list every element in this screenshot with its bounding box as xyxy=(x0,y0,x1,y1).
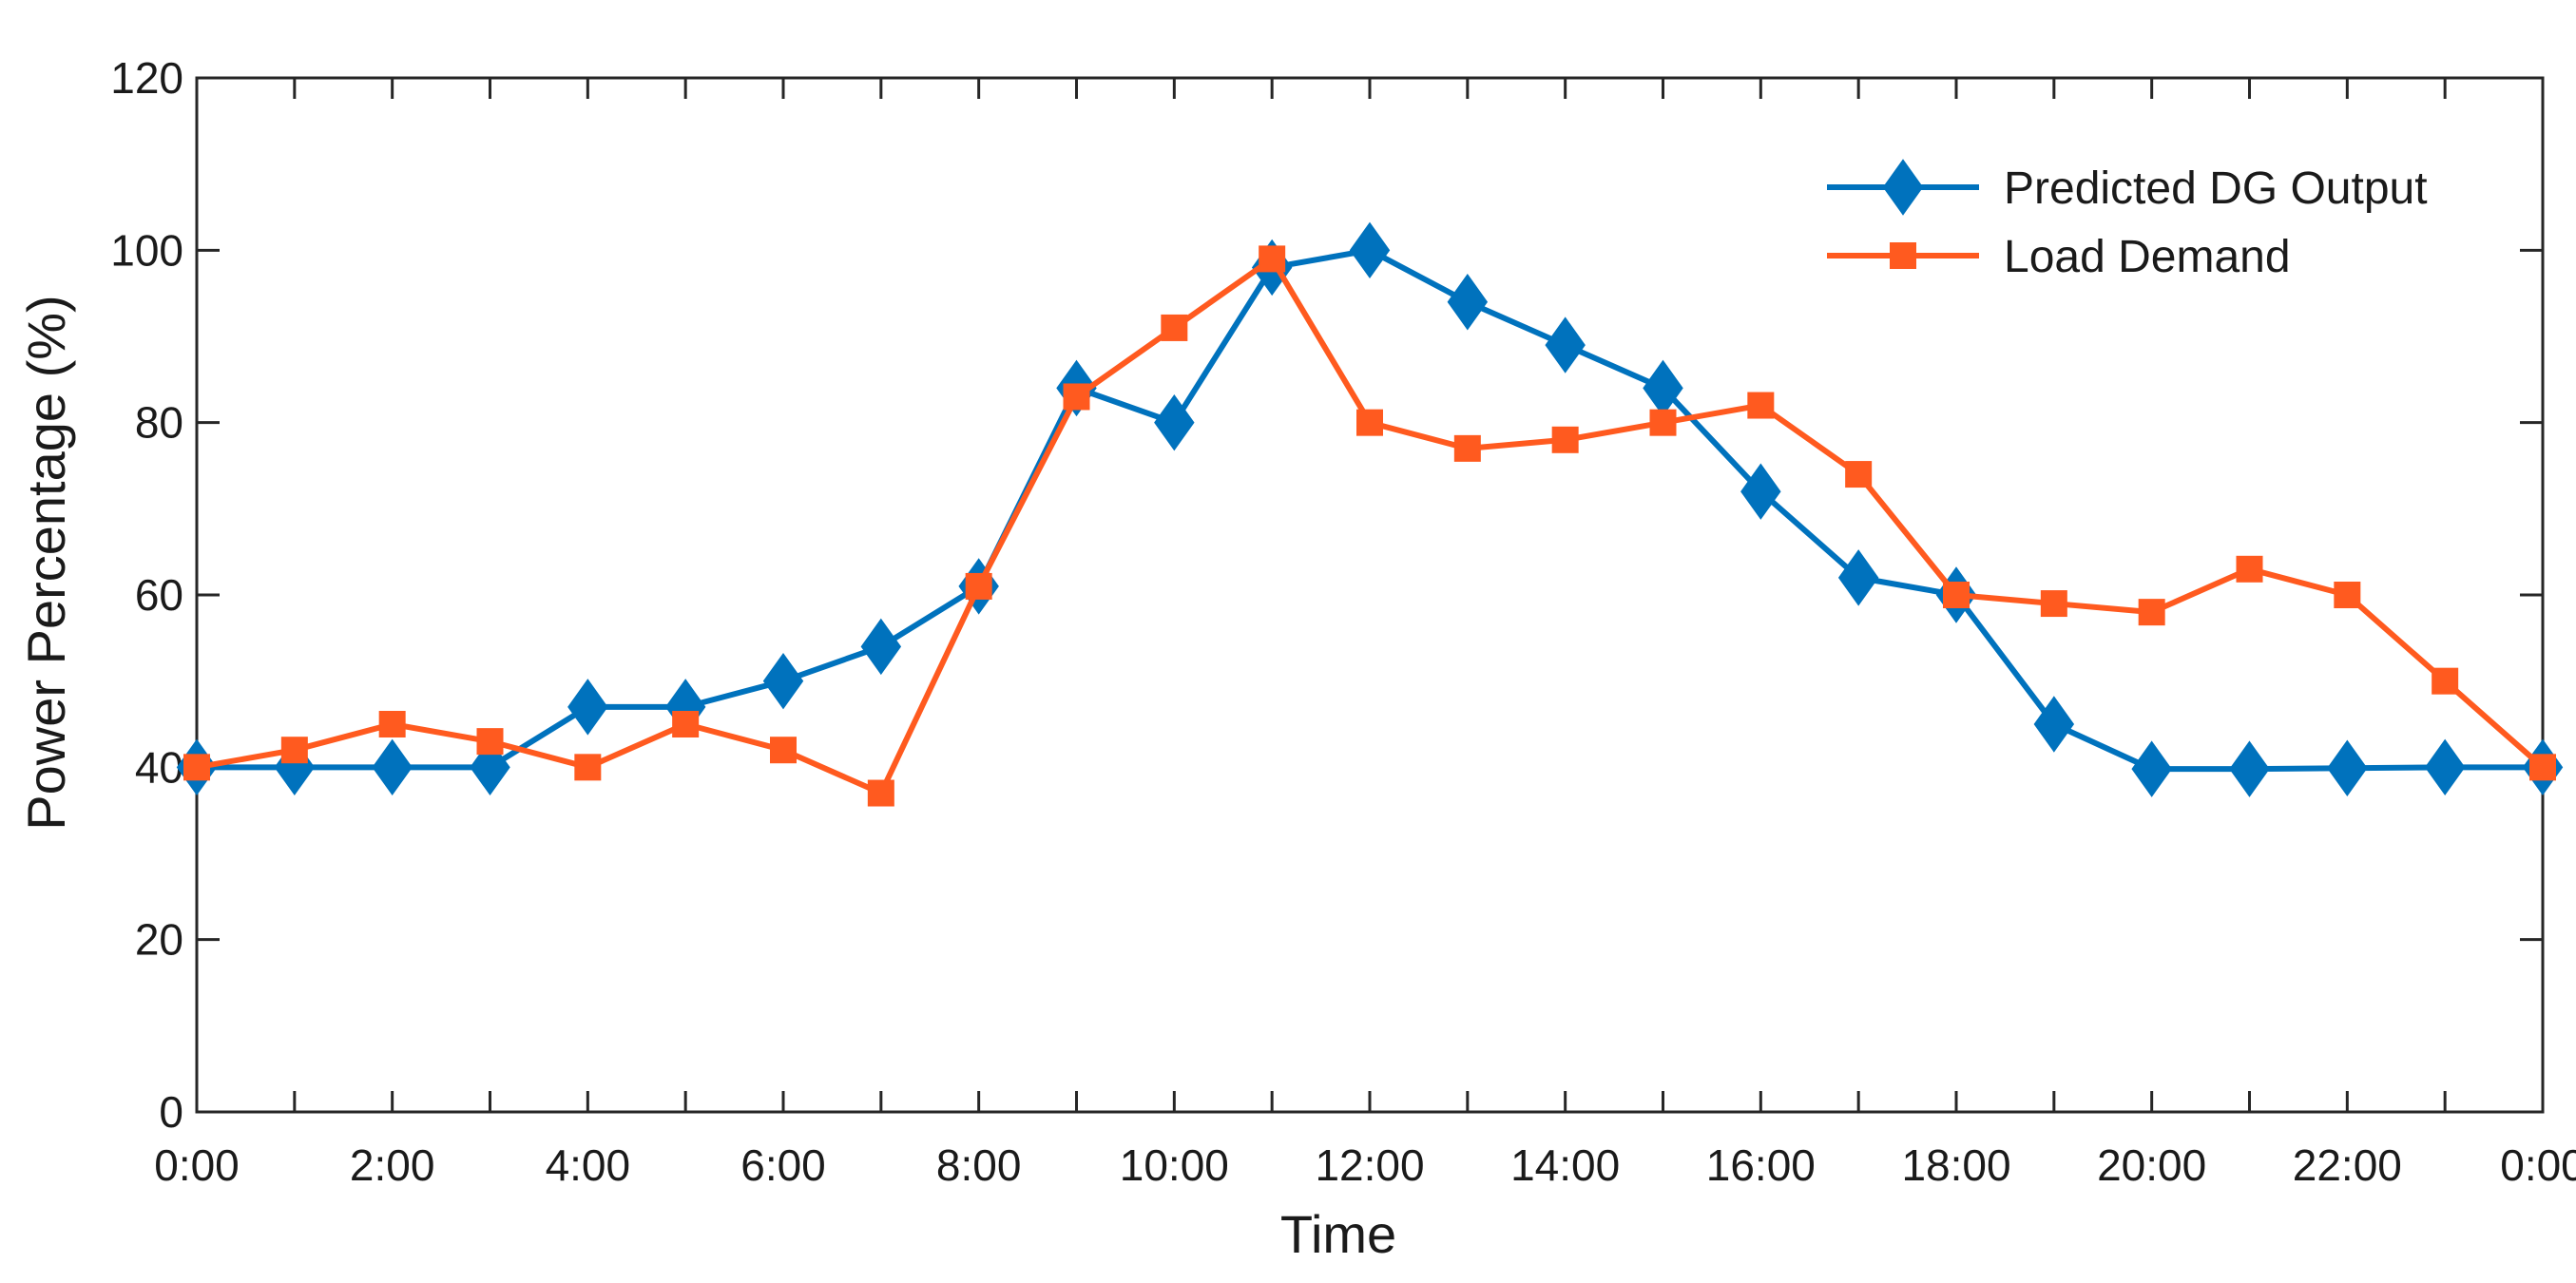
y-axis-ticks: 0 20 40 60 80 100 120 xyxy=(110,53,2543,1137)
data-point xyxy=(2334,582,2361,608)
data-point xyxy=(867,779,894,807)
y-tick-label: 60 xyxy=(135,570,183,620)
data-point xyxy=(183,754,210,781)
series-line xyxy=(196,256,2545,796)
data-point xyxy=(770,737,797,764)
y-tick-label: 40 xyxy=(135,742,183,792)
data-point xyxy=(1551,426,1579,453)
data-point xyxy=(2327,739,2368,796)
y-tick-label: 120 xyxy=(110,53,183,103)
x-tick-label: 20:00 xyxy=(2097,1140,2206,1190)
data-point xyxy=(574,754,602,781)
data-point xyxy=(1447,274,1489,331)
data-point xyxy=(2432,667,2459,695)
series-0 xyxy=(176,221,2564,797)
data-point xyxy=(2138,599,2165,626)
x-tick-label: 2:00 xyxy=(350,1140,435,1190)
data-point xyxy=(1545,316,1586,373)
x-tick-label: 22:00 xyxy=(2293,1140,2402,1190)
data-point xyxy=(762,652,804,710)
data-point xyxy=(1845,461,1873,488)
x-axis-ticks: 0:00 2:00 4:00 6:00 8:00 10:00 12:00 14:00 16:00… xyxy=(154,78,2576,1190)
legend-marker xyxy=(1890,242,1916,269)
data-point xyxy=(860,618,902,676)
data-point xyxy=(1453,434,1481,462)
data-point xyxy=(1349,221,1391,279)
data-point xyxy=(372,738,413,796)
x-tick-label: 18:00 xyxy=(1901,1140,2010,1190)
x-tick-label: 6:00 xyxy=(740,1140,826,1190)
x-tick-label: 0:00 xyxy=(154,1140,240,1190)
y-tick-label: 80 xyxy=(135,398,183,448)
data-point xyxy=(2033,696,2075,753)
data-point xyxy=(1259,245,1286,273)
data-point xyxy=(672,711,700,737)
series-line xyxy=(197,247,2543,773)
data-point xyxy=(1356,409,1383,436)
data-point xyxy=(1740,463,1781,520)
data-point xyxy=(2229,740,2270,797)
y-tick-label: 0 xyxy=(159,1087,183,1137)
data-point xyxy=(567,679,608,736)
data-point xyxy=(1154,393,1195,451)
x-axis-title: Time xyxy=(1280,1204,1396,1264)
x-tick-label: 10:00 xyxy=(1120,1140,1229,1190)
data-point xyxy=(1747,392,1775,419)
series-layer xyxy=(176,221,2564,807)
data-point xyxy=(2040,590,2067,618)
data-point xyxy=(1161,314,1188,341)
data-point xyxy=(378,711,406,737)
x-tick-label: 12:00 xyxy=(1315,1140,1424,1190)
x-tick-label: 16:00 xyxy=(1706,1140,1816,1190)
data-point xyxy=(2529,754,2556,781)
x-tick-label: 4:00 xyxy=(546,1140,631,1190)
y-tick-label: 20 xyxy=(135,915,183,965)
legend-label: Load Demand xyxy=(2004,232,2291,282)
legend-marker xyxy=(1882,159,1924,216)
x-tick-label: 14:00 xyxy=(1510,1140,1620,1190)
data-point xyxy=(1643,359,1683,417)
x-tick-label: 8:00 xyxy=(936,1140,1022,1190)
data-point xyxy=(476,728,504,756)
y-tick-label: 100 xyxy=(110,225,183,275)
data-point xyxy=(1063,383,1090,411)
x-tick-label: 0:00 xyxy=(2500,1140,2576,1190)
data-point xyxy=(2424,738,2466,796)
data-point xyxy=(1943,582,1970,608)
series-1 xyxy=(183,245,2556,807)
data-point xyxy=(2236,555,2263,583)
data-point xyxy=(1837,549,1879,606)
data-point xyxy=(965,572,992,600)
y-axis-title: Power Percentage (%) xyxy=(16,295,76,830)
legend-label: Predicted DG Output xyxy=(2004,163,2428,214)
legend: Predicted DG Output Load Demand xyxy=(1827,159,2428,282)
data-point xyxy=(1649,409,1677,436)
data-point xyxy=(280,737,308,764)
data-point xyxy=(2131,740,2172,797)
